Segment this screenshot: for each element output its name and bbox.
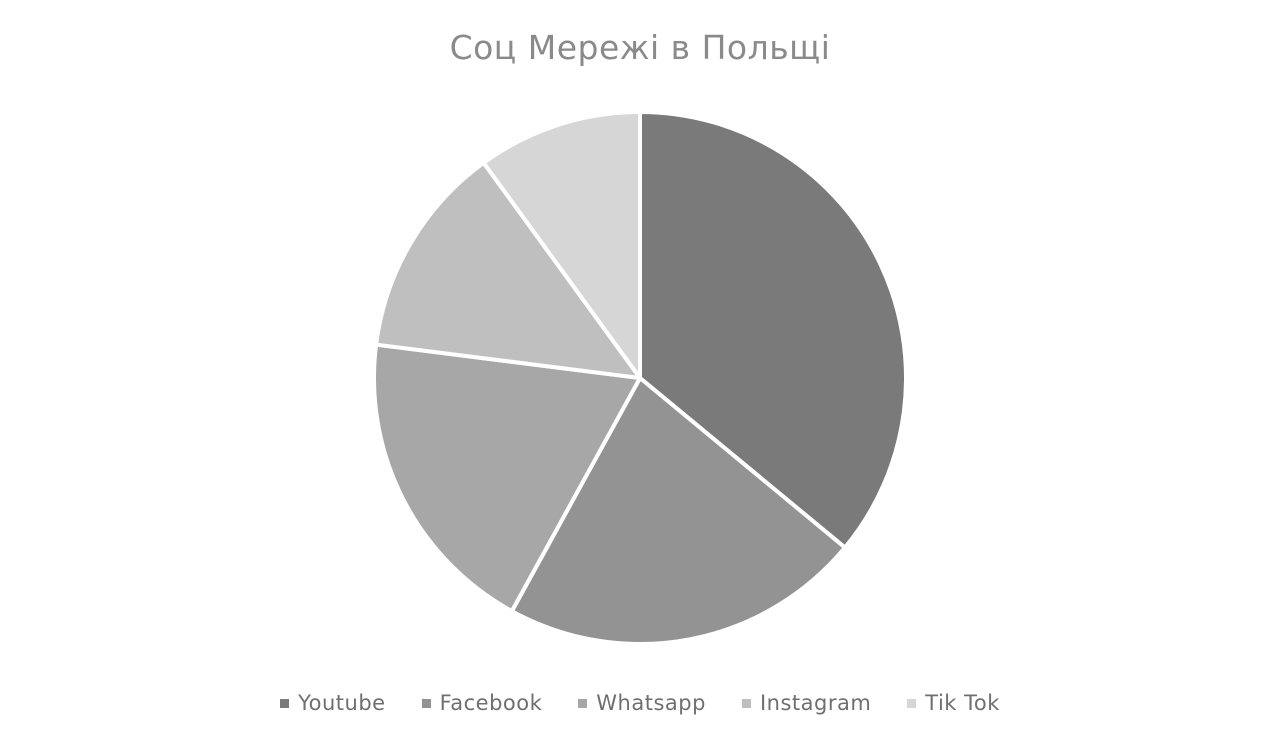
legend-label-facebook: Facebook	[439, 691, 543, 715]
chart-title: Соц Мережі в Польщі	[449, 28, 831, 67]
legend-item-youtube: Youtube	[280, 691, 386, 715]
legend-label-youtube: Youtube	[298, 691, 386, 715]
pie-slice-tik-tok	[481, 110, 642, 380]
legend-swatch-tik-tok	[907, 698, 917, 708]
chart-legend: Youtube Facebook Whatsapp Instagram Tik Tok	[0, 688, 1280, 718]
legend-label-whatsapp: Whatsapp	[596, 691, 706, 715]
legend-swatch-facebook	[421, 698, 431, 708]
legend-swatch-whatsapp	[578, 698, 588, 708]
legend-item-tik-tok: Tik Tok	[907, 691, 1000, 715]
pie-slice-whatsapp	[372, 342, 642, 614]
legend-label-instagram: Instagram	[759, 691, 872, 715]
pie-slice-instagram	[374, 160, 642, 380]
pie-slice-facebook	[509, 376, 847, 646]
legend-swatch-instagram	[741, 698, 751, 708]
legend-item-instagram: Instagram	[741, 691, 872, 715]
legend-label-tik-tok: Tik Tok	[925, 691, 1000, 715]
pie-slice-youtube	[638, 110, 908, 550]
legend-swatch-youtube	[280, 698, 290, 708]
legend-item-facebook: Facebook	[421, 691, 543, 715]
legend-item-whatsapp: Whatsapp	[578, 691, 706, 715]
